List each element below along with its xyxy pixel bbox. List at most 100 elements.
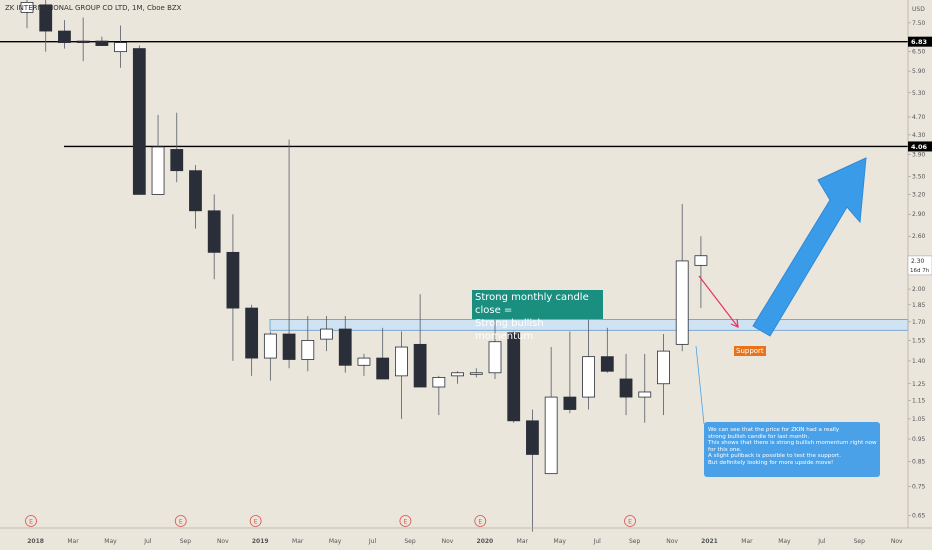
earnings-marker [25,515,37,527]
time-tick-label: May [104,538,117,545]
green-annotation-line: Strong monthly candle close = [475,292,589,316]
candle-up [657,350,670,385]
candle-up [694,255,708,266]
candle-down [600,356,614,372]
price-tick-label: 3.50 [912,173,926,180]
time-tick-label: Nov [442,538,454,545]
current-price-label: 2.30 [911,258,925,265]
earnings-marker-label: E [29,519,33,526]
horizontal-levels [0,41,908,148]
candle-down [207,210,221,253]
price-tick-label: 4.30 [912,132,926,139]
time-tick-label: 2021 [701,538,718,545]
green-annotation-line: Strong bullish momentum [475,318,544,342]
support-label: Support [734,346,766,356]
time-tick-label: May [329,538,342,545]
time-tick-label: Nov [217,538,229,545]
callout-line: A slight pullback is possible to test th… [708,453,842,460]
candle-up [582,356,595,398]
candle-up [451,372,464,377]
candle-up [394,346,408,377]
callout-line: But definitely looking for more upside m… [708,459,834,466]
candle-up [544,396,558,475]
price-tick-label: 5.90 [912,68,926,75]
candle-down [282,333,296,360]
level-price-tag-label: 6.83 [911,38,927,46]
time-tick-label: 2020 [477,538,494,545]
candle-down [132,48,146,195]
candle-down [39,4,53,32]
green-annotation: Strong monthly candle close = Strong bul… [472,290,603,342]
earnings-marker [624,515,636,527]
candle-down [563,396,577,410]
level-price-tag [908,36,932,47]
callout-line: This shows that there is strong bullish … [708,440,877,447]
price-tick-label: 1.25 [912,381,926,388]
red-arrow-head [730,318,739,328]
time-tick-label: Sep [854,538,866,545]
earnings-marker [399,515,412,527]
candle-down [226,251,240,309]
price-tick-label: 1.05 [912,416,926,423]
time-tick-label: Nov [666,538,678,545]
time-tick-label: Sep [629,538,641,545]
time-tick-label: Jul [817,538,826,545]
candle-down [170,149,184,172]
candle-down [526,420,539,455]
candle-up [488,341,502,374]
callout-line: strong bullish candle for last month. [708,433,810,440]
candle-down [76,40,90,43]
time-tick-label: Jul [143,538,152,545]
time-tick-label: Sep [404,538,416,545]
callout-line: for this one. [708,446,742,453]
callout-line: We can see that the price for ZKIN had a… [708,427,840,433]
time-tick-label: Mar [292,538,304,545]
candle-up [469,372,483,375]
candles-layer [20,0,708,532]
price-tick-label: 2.60 [912,233,926,240]
price-tick-label: 6.50 [912,49,926,56]
candle-down [338,328,352,366]
candle-down [619,378,633,398]
candle-up [20,2,34,13]
time-tick-label: Sep [180,538,192,545]
earnings-marker [474,515,487,527]
red-arrow-line [698,275,739,328]
candle-up [432,377,446,388]
price-axis[interactable]: 0.65 0.75 0.85 0.95 1.05 1.15 1.25 1.40 1.55 1.70… [907,0,932,528]
price-tick-label: 1.70 [912,319,926,326]
time-axis[interactable]: 2018 Mar May Jul Sep Nov 2019 Mar May Jul Sep Nov 20… [0,527,932,545]
time-tick-label: May [778,538,791,545]
candle-up [357,357,371,366]
price-tick-label: 0.95 [912,436,926,443]
price-tick-label: 0.85 [912,458,926,465]
earnings-marker [174,515,187,527]
time-tick-label: 2018 [27,538,44,545]
price-tick-label: 1.40 [912,358,926,365]
blue-callout: We can see that the price for ZKIN had a… [704,422,880,477]
big-blue-arrow [752,157,867,337]
candle-down [245,307,259,359]
chart-title: ZK INTERNATIONAL GROUP CO LTD, 1M, Cboe … [5,4,182,12]
candle-up [675,260,689,345]
candle-down [376,357,390,380]
earnings-marker-label: E [628,519,632,526]
price-tick-label: 4.70 [912,114,926,121]
time-tick-label: May [554,538,567,545]
candle-up [263,333,277,359]
arrows-layer [695,157,867,425]
level-price-tag [908,141,932,152]
price-tick-label: 1.85 [912,302,926,309]
candle-up [320,328,333,340]
price-tick-label: 3.90 [912,152,926,159]
time-tick-label: Mar [741,538,753,545]
earnings-marker [249,515,262,527]
candle-up [151,146,165,195]
price-tick-label: 0.65 [912,512,926,519]
currency-label: USD [912,6,925,13]
price-tick-label: 7.50 [912,20,926,27]
callout-pointer [695,345,705,425]
price-tick-label: 2.90 [912,211,926,218]
